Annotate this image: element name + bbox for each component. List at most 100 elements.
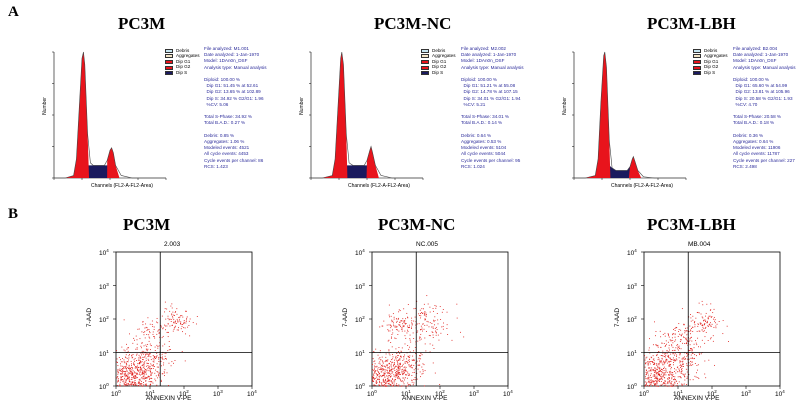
data-point [374, 367, 375, 369]
data-point [118, 372, 120, 374]
data-point [128, 359, 129, 361]
data-point [128, 384, 130, 386]
data-point [682, 363, 683, 365]
data-point [668, 382, 670, 384]
data-point [713, 316, 715, 318]
data-point [188, 325, 190, 326]
data-point [131, 366, 133, 368]
data-point [374, 371, 376, 372]
data-point [413, 320, 415, 322]
data-point [380, 366, 382, 368]
data-point [175, 323, 177, 324]
cell-cycle-title-pc3m-nc: PC3M-NC [374, 14, 452, 33]
tick-exponent: 2 [106, 315, 109, 320]
data-point [132, 342, 134, 344]
data-point [376, 373, 377, 375]
data-point [431, 323, 433, 325]
data-point [155, 356, 157, 357]
data-point [648, 381, 650, 383]
data-point [650, 370, 652, 372]
data-point [650, 381, 652, 383]
data-point [138, 362, 140, 364]
data-point [134, 372, 136, 373]
stats-line: All cycle events: 5044 [461, 151, 506, 157]
data-point [135, 383, 137, 385]
data-point [394, 371, 396, 373]
data-point [677, 348, 679, 350]
data-point [420, 355, 422, 357]
stats-line: Modeled events: 4521 [204, 145, 250, 151]
data-point [664, 362, 666, 364]
data-point [139, 380, 141, 382]
data-point [400, 326, 401, 328]
data-point [393, 368, 395, 370]
data-point [399, 363, 401, 365]
data-point [403, 356, 405, 357]
data-point [146, 362, 148, 364]
data-point [122, 361, 124, 363]
data-point [385, 381, 387, 383]
data-point [690, 357, 692, 359]
data-point [650, 361, 651, 363]
stats-line: Date analyzed: 1-Jan-1970 [204, 52, 260, 58]
data-point [694, 375, 696, 377]
data-point [697, 369, 699, 371]
data-point [178, 317, 180, 319]
legend-item: Dip G2 [165, 64, 200, 71]
data-point [150, 383, 152, 385]
apoptosis-title-pc3m: PC3M [123, 215, 171, 234]
data-point [122, 370, 124, 372]
data-point [397, 372, 399, 374]
data-point [185, 319, 187, 321]
data-point [678, 349, 679, 351]
data-point [134, 357, 136, 359]
dotplot-svg [369, 251, 509, 389]
legend-pc3m: Debris Aggregates Dip G1 Dip G2 Dip S [165, 48, 200, 76]
data-point [429, 306, 431, 308]
data-point [420, 333, 422, 335]
data-point [124, 379, 126, 381]
data-point [675, 372, 677, 374]
data-point [164, 372, 166, 374]
tick-exponent: 4 [510, 389, 513, 394]
data-point [405, 366, 407, 368]
data-point [680, 366, 681, 368]
data-point [657, 367, 659, 369]
data-point [383, 374, 385, 376]
data-point [389, 316, 390, 318]
data-point [681, 370, 683, 372]
data-point [673, 371, 675, 372]
stats-line: File analyzed: M1.001 [204, 46, 249, 51]
apoptosis-title-pc3m-lbh: PC3M-LBH [647, 215, 736, 234]
data-point [157, 347, 159, 349]
data-point [408, 348, 410, 350]
data-point [647, 363, 649, 365]
data-point [435, 334, 437, 336]
data-point [667, 381, 669, 383]
data-point [653, 370, 655, 372]
data-point [416, 378, 418, 380]
data-point [175, 325, 177, 327]
data-point [164, 301, 166, 303]
data-point [671, 337, 673, 339]
data-point [651, 382, 653, 383]
data-point [388, 371, 390, 373]
data-point [134, 382, 136, 383]
data-point [686, 371, 688, 373]
data-point [387, 359, 389, 361]
data-point [649, 361, 651, 363]
data-point [722, 333, 724, 335]
data-point [182, 316, 184, 318]
data-point [434, 327, 436, 329]
data-point [381, 375, 383, 377]
data-point [688, 316, 690, 318]
data-point [657, 359, 659, 361]
data-point [653, 380, 655, 382]
data-point [139, 374, 141, 376]
data-point [400, 366, 401, 368]
stats-line: Debris: 0.36 % [733, 132, 764, 138]
data-point [421, 327, 423, 329]
data-point [651, 379, 653, 381]
data-point [700, 313, 702, 315]
y-tick-label: 103 [355, 282, 365, 291]
